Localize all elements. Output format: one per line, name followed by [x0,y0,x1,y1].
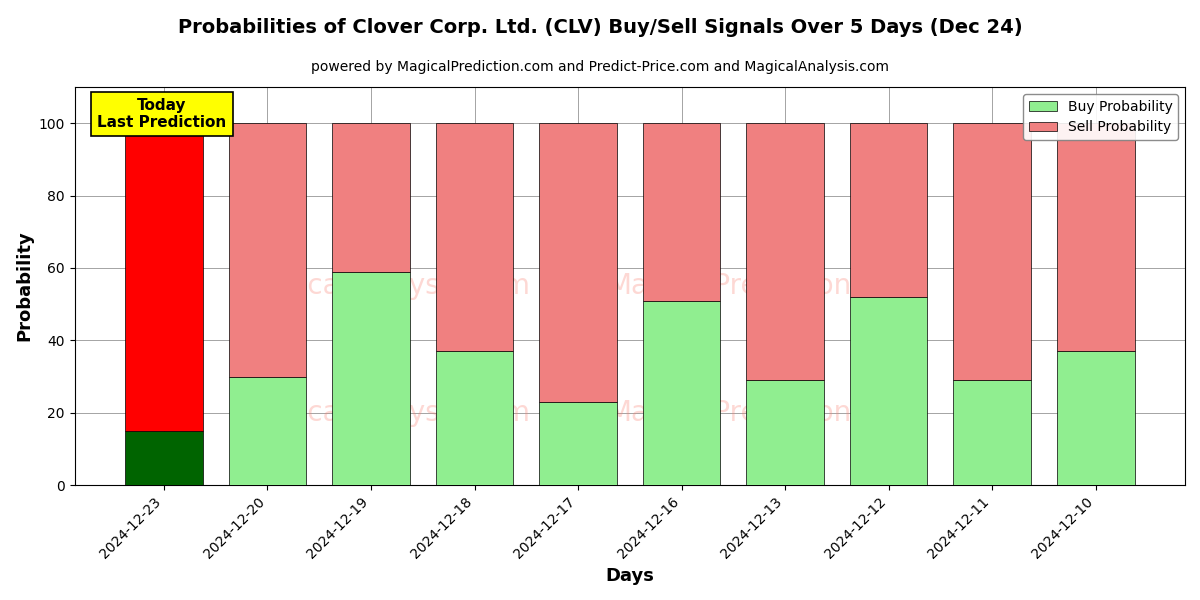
Bar [332,272,410,485]
Bar [229,123,306,377]
Bar [1057,351,1134,485]
Bar [539,123,617,402]
Text: MagicalPrediction.com: MagicalPrediction.com [607,272,919,300]
Bar [539,402,617,485]
Text: MagicalAnalysis.com: MagicalAnalysis.com [241,272,530,300]
Bar [850,297,928,485]
Bar [746,380,824,485]
Bar [643,123,720,301]
X-axis label: Days: Days [605,567,654,585]
Bar [125,431,203,485]
Bar [643,301,720,485]
Bar [229,377,306,485]
Text: MagicalAnalysis.com: MagicalAnalysis.com [241,400,530,427]
Bar [953,123,1031,380]
Bar [436,123,514,351]
Bar [332,123,410,272]
Legend: Buy Probability, Sell Probability: Buy Probability, Sell Probability [1024,94,1178,140]
Text: MagicalPrediction.com: MagicalPrediction.com [607,400,919,427]
Bar [850,123,928,297]
Bar [436,351,514,485]
Text: Probabilities of Clover Corp. Ltd. (CLV) Buy/Sell Signals Over 5 Days (Dec 24): Probabilities of Clover Corp. Ltd. (CLV)… [178,18,1022,37]
Bar [125,123,203,431]
Y-axis label: Probability: Probability [16,231,34,341]
Bar [1057,123,1134,351]
Bar [953,380,1031,485]
Text: Today
Last Prediction: Today Last Prediction [97,98,227,130]
Bar [746,123,824,380]
Text: powered by MagicalPrediction.com and Predict-Price.com and MagicalAnalysis.com: powered by MagicalPrediction.com and Pre… [311,60,889,74]
